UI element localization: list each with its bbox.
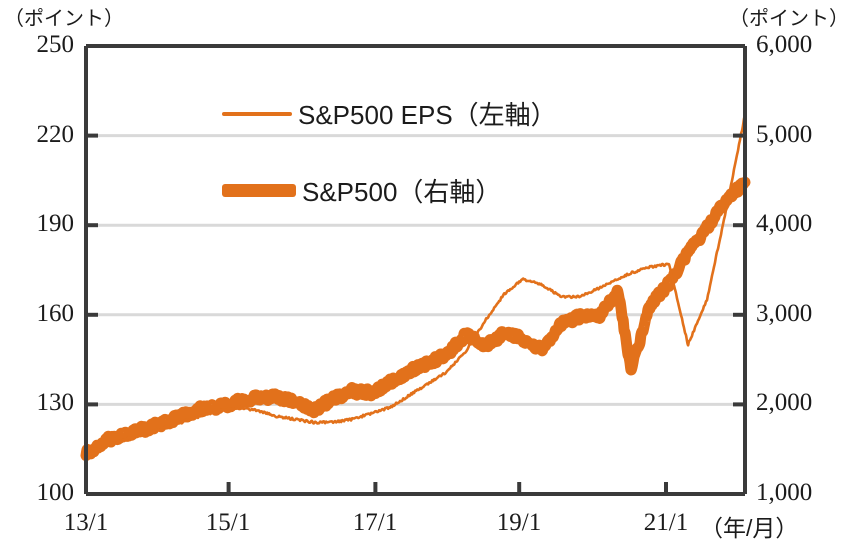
left-axis-tick-130: 130 (36, 389, 75, 416)
left-axis-tick-190: 190 (36, 210, 75, 237)
left-axis-tick-250: 250 (36, 31, 75, 58)
x-axis-tick-17-1: 17/1 (352, 509, 398, 536)
data-series-layer (80, 113, 751, 462)
x-axis-tick-15-1: 15/1 (205, 509, 251, 536)
x-axis-unit-label: （年/月） (700, 515, 799, 541)
right-axis-tick-6000: 6,000 (756, 31, 813, 58)
series-line-sp500 (80, 176, 751, 462)
right-axis-unit-label: （ポイント） (729, 8, 849, 30)
axis-ticks (86, 133, 745, 494)
right-axis-tick-3000: 3,000 (756, 300, 813, 327)
right-axis-tick-4000: 4,000 (756, 210, 813, 237)
x-axis-tick-21-1: 21/1 (643, 509, 689, 536)
right-axis-tick-2000: 2,000 (756, 389, 813, 416)
legend-item-sp500: S&P500（右軸） (222, 172, 501, 209)
axis-frame (84, 44, 747, 496)
legend-swatch-sp500-line-icon (222, 184, 296, 197)
series-line-eps (84, 113, 747, 454)
left-axis-tick-220: 220 (36, 121, 75, 148)
left-axis-tick-160: 160 (36, 300, 75, 327)
left-axis-tick-100: 100 (36, 479, 75, 506)
x-axis-tick-13-1: 13/1 (63, 509, 109, 536)
legend-label-eps: S&P500 EPS（左軸） (298, 100, 557, 130)
x-axis-tick-19-1: 19/1 (496, 509, 542, 536)
legend-label-sp500: S&P500（右軸） (302, 177, 502, 207)
left-axis-unit-label: （ポイント） (4, 8, 124, 30)
legend-swatch-eps-line-icon (222, 111, 292, 116)
right-axis-tick-1000: 1,000 (756, 479, 813, 506)
right-axis-tick-5000: 5,000 (756, 121, 813, 148)
legend-item-eps: S&P500 EPS（左軸） (222, 95, 557, 132)
